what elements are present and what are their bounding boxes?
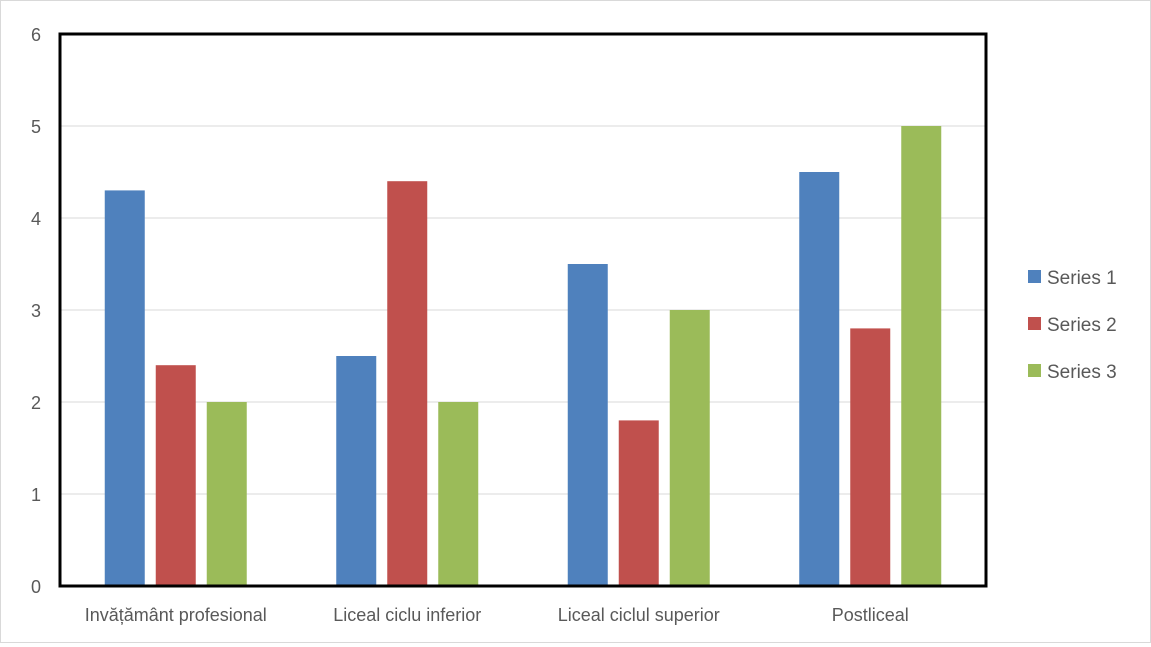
- legend-swatch-2: [1028, 317, 1041, 330]
- y-tick-label: 3: [31, 301, 41, 321]
- bar-2-2: [387, 181, 428, 586]
- bar-2-4: [850, 328, 891, 586]
- x-tick-label: Invățământ profesional: [85, 605, 267, 625]
- x-tick-label: Liceal ciclul superior: [558, 605, 720, 625]
- bar-3-1: [206, 402, 247, 586]
- y-axis-ticks: 0 1 2 3 4 5 6: [31, 25, 41, 597]
- bar-1-1: [104, 190, 145, 586]
- bar-2-1: [155, 365, 196, 586]
- y-tick-label: 6: [31, 25, 41, 45]
- bars: [104, 126, 942, 586]
- y-tick-label: 4: [31, 209, 41, 229]
- bar-1-2: [336, 356, 377, 586]
- plot-area-border: [58, 32, 988, 588]
- legend-label-3: Series 3: [1047, 362, 1117, 383]
- y-tick-label: 0: [31, 577, 41, 597]
- bar-1-3: [567, 264, 608, 586]
- y-tick-label: 1: [31, 485, 41, 505]
- y-tick-label: 5: [31, 117, 41, 137]
- legend-label-1: Series 1: [1047, 268, 1117, 289]
- x-tick-label: Postliceal: [832, 605, 909, 625]
- y-tick-label: 2: [31, 393, 41, 413]
- legend-swatch-3: [1028, 364, 1041, 377]
- bar-1-4: [799, 172, 840, 586]
- legend: Series 1 Series 2 Series 3: [1028, 268, 1117, 383]
- x-axis-ticks: Invățământ profesional Liceal ciclu infer…: [85, 605, 909, 625]
- bar-3-4: [901, 126, 942, 586]
- bar-2-3: [618, 420, 659, 586]
- legend-label-2: Series 2: [1047, 315, 1117, 336]
- bar-3-3: [669, 310, 710, 586]
- gridlines: [60, 125, 986, 495]
- x-tick-label: Liceal ciclu inferior: [333, 605, 481, 625]
- bar-3-2: [438, 402, 479, 586]
- legend-swatch-1: [1028, 270, 1041, 283]
